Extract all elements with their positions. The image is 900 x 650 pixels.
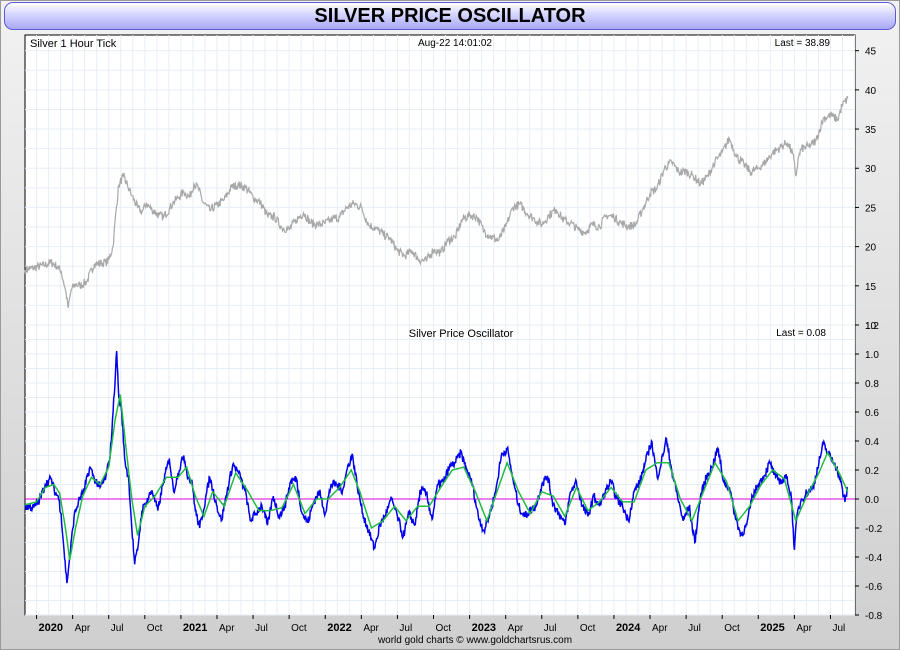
x-tick-label: Apr	[508, 623, 524, 634]
x-tick-label: Oct	[147, 623, 163, 634]
oscillator-y-tick-label: 0.4	[865, 437, 879, 448]
price-y-tick-label: 10	[865, 321, 877, 332]
x-tick-label: Oct	[724, 623, 740, 634]
price-y-tick-label: 45	[865, 47, 877, 58]
price-grid	[25, 35, 856, 326]
page-title: SILVER PRICE OSCILLATOR	[4, 2, 896, 30]
oscillator-y-tick-label: 0.6	[865, 408, 879, 419]
oscillator-last-value: Last = 0.08	[776, 328, 826, 339]
x-tick-label: Apr	[796, 623, 812, 634]
price-y-tick-label: 20	[865, 243, 877, 254]
oscillator-y-tick-label: 0.0	[865, 495, 879, 506]
oscillator-grid	[25, 324, 856, 616]
oscillator-y-axis: 1.2 1.0 0.8 0.6 0.4 0.2 0.0 -0.2 -0.4 -0.6 -0.8	[855, 321, 883, 622]
oscillator-y-tick-label: 0.2	[865, 466, 879, 477]
oscillator-y-tick-label: 0.8	[865, 379, 879, 390]
oscillator-y-tick-label: -0.4	[865, 553, 883, 564]
price-y-tick-label: 35	[865, 125, 877, 136]
x-tick-label: Jul	[255, 623, 268, 634]
x-tick-label: 2021	[183, 622, 207, 634]
x-tick-label: Jul	[111, 623, 124, 634]
price-panel	[24, 34, 856, 326]
x-tick-label: 2024	[616, 622, 641, 634]
price-last-value: Last = 38.89	[775, 38, 831, 49]
oscillator-y-tick-label: -0.8	[865, 611, 883, 622]
price-panel-label: Silver 1 Hour Tick	[30, 38, 117, 50]
oscillator-panel-label: Silver Price Oscillator	[409, 328, 514, 340]
x-tick-label: Jul	[688, 623, 701, 634]
x-tick-label: Apr	[219, 623, 235, 634]
price-y-tick-label: 40	[865, 86, 877, 97]
x-tick-label: Oct	[436, 623, 452, 634]
oscillator-y-tick-label: 1.2	[865, 321, 879, 332]
signal-series-line	[24, 394, 849, 561]
x-tick-label: Apr	[75, 623, 91, 634]
x-tick-label: Jul	[399, 623, 412, 634]
x-tick-label: 2023	[472, 622, 496, 634]
x-tick-label: 2025	[760, 622, 784, 634]
timestamp-label: Aug-22 14:01:02	[418, 38, 492, 49]
x-tick-label: Oct	[291, 623, 307, 634]
x-tick-label: Jul	[544, 623, 557, 634]
footer-credit: world gold charts © www.goldchartsrus.co…	[377, 635, 572, 646]
price-y-tick-label: 30	[865, 164, 877, 175]
x-tick-label: 2022	[327, 622, 351, 634]
x-tick-label: Oct	[580, 623, 596, 634]
oscillator-y-tick-label: -0.2	[865, 524, 883, 535]
price-y-axis: 45 40 35 30 25 20 15 10	[855, 47, 877, 332]
price-series-line	[24, 95, 849, 308]
x-tick-label: 2020	[39, 622, 63, 634]
x-tick-label: Apr	[363, 623, 379, 634]
x-tick-label: Apr	[652, 623, 668, 634]
oscillator-y-tick-label: -0.6	[865, 582, 883, 593]
price-y-tick-label: 15	[865, 282, 877, 293]
price-y-tick-label: 25	[865, 203, 877, 214]
x-tick-label: Jul	[832, 623, 845, 634]
oscillator-y-tick-label: 1.0	[865, 350, 879, 361]
x-axis: 2020 Apr Jul Oct 2021 Apr Jul Oct 2022 Apr Jul Oct 2…	[36, 615, 845, 634]
oscillator-series-line	[24, 351, 849, 584]
